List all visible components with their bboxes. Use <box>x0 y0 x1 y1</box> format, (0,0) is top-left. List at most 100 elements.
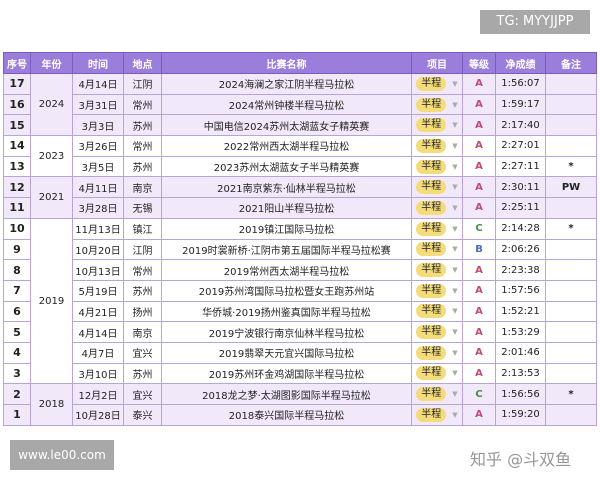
year-cell: 2019 <box>30 217 73 385</box>
grade-cell: A <box>462 73 496 95</box>
chevron-down-icon[interactable]: ▼ <box>452 100 458 109</box>
note-cell <box>545 362 597 385</box>
table-row: 6 4月21日 扬州 华侨城·2019扬州鉴真国际半程马拉松 半程 ▼ A 1:52:21 <box>3 300 597 323</box>
net-time-cell: 1:52:21 <box>495 300 546 323</box>
chevron-down-icon[interactable]: ▼ <box>452 162 458 171</box>
type-dropdown[interactable]: 半程 ▼ <box>411 321 463 343</box>
type-dropdown[interactable]: 半程 ▼ <box>411 341 463 364</box>
net-time-cell: 2:14:28 <box>495 217 546 240</box>
grade-cell: C <box>462 383 496 405</box>
type-dropdown[interactable]: 半程 ▼ <box>411 114 463 137</box>
race-name-cell: 2021南京紫东·仙林半程马拉松 <box>161 176 412 199</box>
type-dropdown[interactable]: 半程 ▼ <box>411 176 463 199</box>
watermark-site: www.le00.com <box>10 440 114 470</box>
type-dropdown[interactable]: 半程 ▼ <box>411 217 463 240</box>
type-dropdown[interactable]: 半程 ▼ <box>411 155 463 178</box>
chevron-down-icon[interactable]: ▼ <box>452 141 458 150</box>
chevron-down-icon[interactable]: ▼ <box>452 79 458 88</box>
column-header: 备注 <box>545 52 597 74</box>
type-value: 半程 <box>416 345 447 360</box>
race-name-cell: 2019苏州湾国际马拉松暨女王跑苏州站 <box>161 279 412 302</box>
grade-cell: A <box>462 362 496 385</box>
chevron-down-icon[interactable]: ▼ <box>452 224 458 233</box>
table-row: 7 5月19日 苏州 2019苏州湾国际马拉松暨女王跑苏州站 半程 ▼ A 1:57:56 <box>3 279 597 302</box>
type-dropdown[interactable]: 半程 ▼ <box>411 238 463 261</box>
chevron-down-icon[interactable]: ▼ <box>452 183 458 192</box>
chevron-down-icon[interactable]: ▼ <box>452 328 458 337</box>
type-dropdown[interactable]: 半程 ▼ <box>411 362 463 385</box>
net-time-cell: 2:25:11 <box>495 197 546 219</box>
date-cell: 3月26日 <box>72 135 124 157</box>
race-name-cell: 2024常州钟楼半程马拉松 <box>161 93 412 116</box>
row-number: 10 <box>3 217 31 240</box>
race-name-cell: 2023苏州太湖蓝女子半马精英赛 <box>161 155 412 178</box>
note-cell <box>545 321 597 343</box>
grade-cell: A <box>462 197 496 219</box>
race-name-cell: 2018泰兴国际半程马拉松 <box>161 404 412 426</box>
chevron-down-icon[interactable]: ▼ <box>452 286 458 295</box>
race-name-cell: 华侨城·2019扬州鉴真国际半程马拉松 <box>161 300 412 323</box>
city-cell: 苏州 <box>123 279 162 302</box>
type-value: 半程 <box>416 366 447 381</box>
type-dropdown[interactable]: 半程 ▼ <box>411 259 463 281</box>
grade-cell: A <box>462 176 496 199</box>
table-row: 14 2023 3月26日 常州 2022常州西太湖半程马拉松 半程 ▼ A 2:27:01 <box>3 135 597 178</box>
net-time-cell: 1:59:20 <box>495 404 546 426</box>
column-header: 项目 <box>411 52 463 74</box>
table-row: 4 4月7日 宜兴 2019翡翠天元宜兴国际马拉松 半程 ▼ A 2:01:46 <box>3 341 597 364</box>
table-row: 15 3月3日 苏州 中国电信2024苏州太湖蓝女子精英赛 半程 ▼ A 2:17:40 <box>3 114 597 137</box>
note-cell <box>545 73 597 95</box>
type-dropdown[interactable]: 半程 ▼ <box>411 404 463 426</box>
net-time-cell: 2:27:01 <box>495 135 546 157</box>
chevron-down-icon[interactable]: ▼ <box>452 266 458 275</box>
city-cell: 江阴 <box>123 238 162 261</box>
table-row: 13 3月5日 苏州 2023苏州太湖蓝女子半马精英赛 半程 ▼ A 2:27:11 * <box>3 155 597 178</box>
chevron-down-icon[interactable]: ▼ <box>452 245 458 254</box>
race-name-cell: 中国电信2024苏州太湖蓝女子精英赛 <box>161 114 412 137</box>
chevron-down-icon[interactable]: ▼ <box>452 390 458 399</box>
grade-cell: A <box>462 321 496 343</box>
date-cell: 12月2日 <box>72 383 124 405</box>
type-value: 半程 <box>416 283 447 298</box>
type-dropdown[interactable]: 半程 ▼ <box>411 93 463 116</box>
row-number: 1 <box>3 404 31 426</box>
row-number: 5 <box>3 321 31 343</box>
chevron-down-icon[interactable]: ▼ <box>452 369 458 378</box>
row-number: 2 <box>3 383 31 405</box>
grade-cell: C <box>462 217 496 240</box>
table-row: 1 10月28日 泰兴 2018泰兴国际半程马拉松 半程 ▼ A 1:59:20 <box>3 404 597 426</box>
type-dropdown[interactable]: 半程 ▼ <box>411 383 463 405</box>
net-time-cell: 2:30:11 <box>495 176 546 199</box>
city-cell: 宜兴 <box>123 383 162 405</box>
date-cell: 10月13日 <box>72 259 124 281</box>
chevron-down-icon[interactable]: ▼ <box>452 307 458 316</box>
race-name-cell: 2024海澜之家江阴半程马拉松 <box>161 73 412 95</box>
race-name-cell: 2022常州西太湖半程马拉松 <box>161 135 412 157</box>
row-number: 8 <box>3 259 31 281</box>
note-cell <box>545 341 597 364</box>
type-dropdown[interactable]: 半程 ▼ <box>411 279 463 302</box>
table-row: 5 4月14日 南京 2019宁波银行南京仙林半程马拉松 半程 ▼ A 1:53:29 <box>3 321 597 343</box>
table-row: 10 2019 11月13日 镇江 2019镇江国际马拉松 半程 ▼ C 2:14:28 * <box>3 217 597 385</box>
date-cell: 3月5日 <box>72 155 124 178</box>
race-name-cell: 2018龙之梦·太湖图影国际半程马拉松 <box>161 383 412 405</box>
chevron-down-icon[interactable]: ▼ <box>452 410 458 419</box>
city-cell: 常州 <box>123 93 162 116</box>
grade-cell: A <box>462 114 496 137</box>
net-time-cell: 2:27:11 <box>495 155 546 178</box>
type-value: 半程 <box>416 304 447 319</box>
chevron-down-icon[interactable]: ▼ <box>452 348 458 357</box>
city-cell: 苏州 <box>123 114 162 137</box>
type-dropdown[interactable]: 半程 ▼ <box>411 135 463 157</box>
row-number: 7 <box>3 279 31 302</box>
year-cell: 2021 <box>30 176 73 219</box>
net-time-cell: 1:56:07 <box>495 73 546 95</box>
grade-cell: A <box>462 404 496 426</box>
chevron-down-icon[interactable]: ▼ <box>452 121 458 130</box>
type-dropdown[interactable]: 半程 ▼ <box>411 73 463 95</box>
type-dropdown[interactable]: 半程 ▼ <box>411 197 463 219</box>
table-row: 12 2021 4月11日 南京 2021南京紫东·仙林半程马拉松 半程 ▼ A 2:30:11… <box>3 176 597 219</box>
chevron-down-icon[interactable]: ▼ <box>452 203 458 212</box>
year-cell: 2018 <box>30 383 73 426</box>
type-dropdown[interactable]: 半程 ▼ <box>411 300 463 323</box>
